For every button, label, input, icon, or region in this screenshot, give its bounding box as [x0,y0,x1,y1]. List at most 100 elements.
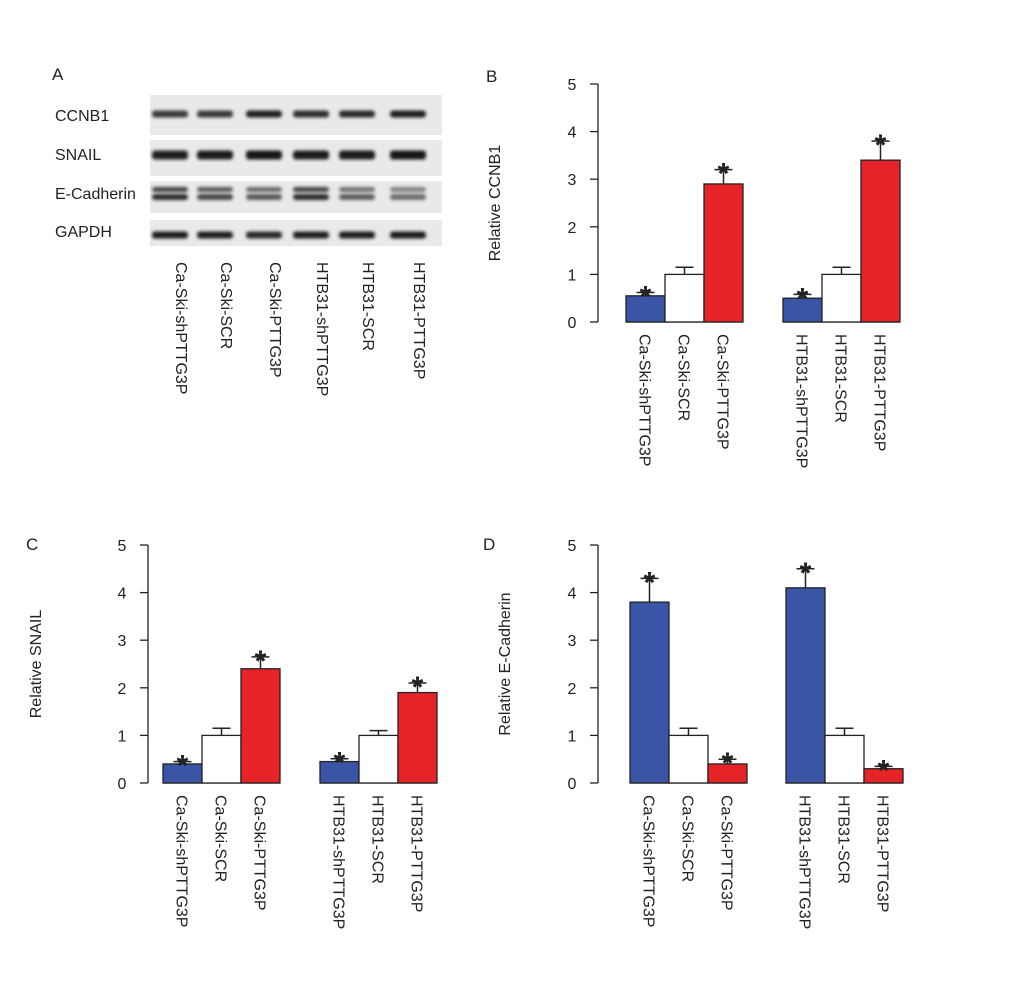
blot-band [197,194,233,200]
bar [785,587,826,784]
panel-a-letter: A [52,65,64,84]
significance-marker: * [800,557,812,590]
panel-b-letter: B [486,67,497,86]
y-tick-label: 5 [568,77,577,94]
y-tick-label: 0 [118,776,127,793]
blot-band [246,187,282,192]
significance-marker: * [878,754,890,787]
x-category-label: Ca-Ski-shPTTG3P [640,795,657,927]
bar [240,668,281,784]
protein-label-e-cadherin: E-Cadherin [55,186,136,203]
y-axis-title: Relative SNAIL [28,610,45,719]
panel-d-letter: D [483,535,495,554]
bar [397,691,438,784]
y-tick-label: 2 [568,220,577,237]
bar [821,273,862,323]
significance-marker: * [722,747,734,780]
western-blot-panel: A CCNB1 SNAIL E-Cadherin GAPDH Ca-Ski-sh… [52,65,442,396]
blot-band [293,110,329,118]
y-tick-label: 4 [568,125,577,142]
blot-band [293,187,329,192]
x-category-label: HTB31-PTTG3P [871,334,888,451]
blot-band [339,187,375,192]
blot-band [152,231,188,239]
blot-band [390,150,426,160]
bar [201,734,242,784]
blot-band [293,231,329,239]
blot-strip-ccnb1 [150,95,442,135]
y-tick-label: 0 [568,315,577,332]
x-category-label: HTB31-SCR [832,334,849,423]
blot-band [197,110,233,118]
blot-band [246,194,282,200]
blot-lane-label: HTB31-shPTTG3P [313,262,330,396]
x-category-label: HTB31-shPTTG3P [796,795,813,929]
chart-panel-c: C Relative SNAIL 0 1 2 3 4 5 * Ca-Ski-shPTTG3P Ca-… [26,535,438,929]
protein-label-gapdh: GAPDH [55,224,112,241]
blot-strip-snail [150,140,442,176]
x-category-label: HTB31-PTTG3P [408,795,425,912]
y-axis-title: Relative E-Cadherin [497,592,514,735]
blot-band [339,110,375,118]
x-category-label: Ca-Ski-SCR [675,334,692,421]
significance-marker: * [797,282,809,315]
blot-band [152,194,188,200]
blot-band [246,110,282,118]
x-category-label: Ca-Ski-PTTG3P [714,334,731,450]
panel-c-letter: C [26,535,38,554]
blot-band [339,194,375,200]
x-category-label: HTB31-SCR [835,795,852,884]
significance-marker: * [718,158,730,191]
bar [358,734,399,784]
blot-strip-gapdh [150,220,442,246]
y-axis-title: Relative CCNB1 [487,145,504,262]
blot-band [339,150,375,160]
y-tick-label: 0 [568,776,577,793]
blot-band [390,110,426,118]
bar [664,273,705,323]
blot-band [246,150,282,160]
bar [824,734,865,784]
blot-band [197,187,233,192]
y-tick-label: 1 [118,728,127,745]
blot-lane-label: Ca-Ski-shPTTG3P [172,262,189,394]
significance-marker: * [640,280,652,313]
x-category-label: Ca-Ski-PTTG3P [718,795,735,911]
significance-marker: * [255,645,267,678]
x-category-label: HTB31-shPTTG3P [330,795,347,929]
y-tick-label: 4 [568,586,577,603]
blot-band [152,150,188,160]
y-tick-label: 5 [118,538,127,555]
x-category-label: Ca-Ski-PTTG3P [251,795,268,911]
significance-marker: * [875,129,887,162]
x-category-label: HTB31-shPTTG3P [793,334,810,468]
y-tick-label: 2 [118,681,127,698]
chart-panel-b: B Relative CCNB1 0 1 2 3 4 5 * Ca-Ski-shPTTG3P Ca-… [486,67,901,468]
chart-panel-d: D Relative E-Cadherin 0 1 2 3 4 5 * Ca-Ski-shPTTG… [483,535,904,929]
blot-band [293,194,329,200]
x-category-label: Ca-Ski-SCR [212,795,229,882]
x-category-label: Ca-Ski-shPTTG3P [636,334,653,466]
x-category-label: HTB31-SCR [369,795,386,884]
blot-band [197,150,233,160]
protein-label-ccnb1: CCNB1 [55,108,109,125]
blot-lane-label: HTB31-SCR [359,262,376,351]
y-tick-label: 5 [568,538,577,555]
bar [860,159,901,323]
blot-strips [150,95,442,246]
protein-label-snail: SNAIL [55,147,101,164]
blot-protein-labels: CCNB1 SNAIL E-Cadherin GAPDH [55,108,136,241]
y-tick-label: 1 [568,728,577,745]
blot-band [293,150,329,160]
blot-band [197,231,233,239]
bar [668,734,709,784]
x-category-label: Ca-Ski-shPTTG3P [173,795,190,927]
blot-band [390,194,426,200]
blot-strip-e-cadherin [150,181,442,213]
blot-band [339,231,375,239]
blot-band [152,187,188,192]
y-tick-label: 3 [568,172,577,189]
y-tick-label: 4 [118,586,127,603]
x-category-label: Ca-Ski-SCR [679,795,696,882]
